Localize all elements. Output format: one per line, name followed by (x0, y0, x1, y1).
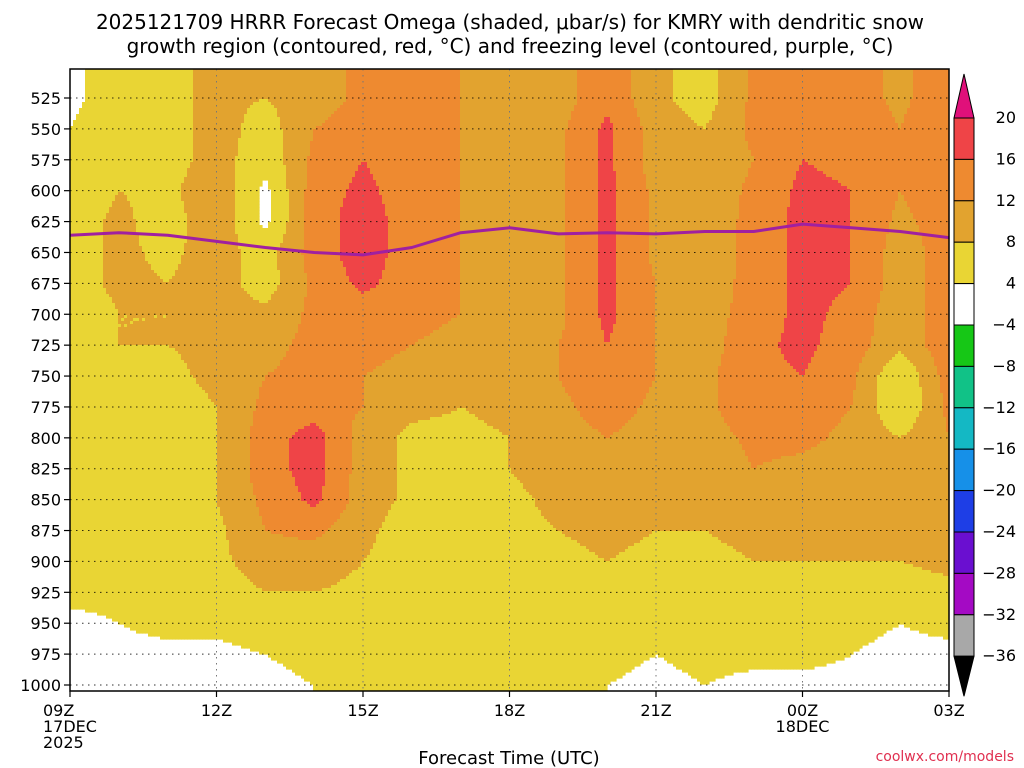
chart-title-line-2: growth region (contoured, red, °C) and f… (127, 34, 894, 58)
chart-title-line-1: 2025121709 HRRR Forecast Omega (shaded, … (96, 10, 924, 34)
omega-time-height-chart: 2025121709 HRRR Forecast Omega (shaded, … (0, 0, 1024, 768)
